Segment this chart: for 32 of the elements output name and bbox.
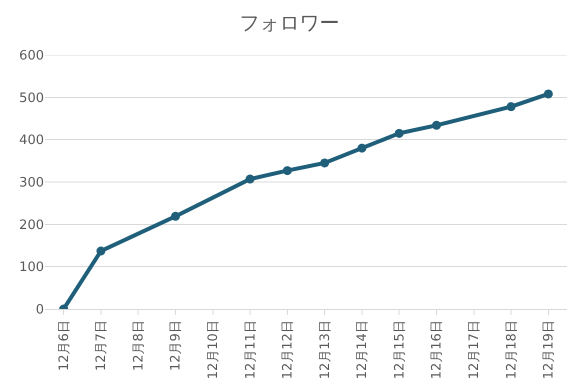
x-tick-label: 12月15日	[392, 320, 408, 380]
y-tick-label: 100	[19, 260, 44, 276]
y-tick-label: 200	[19, 218, 44, 233]
x-tick-label: 12月6日	[56, 320, 72, 372]
y-tick-label: 400	[19, 133, 44, 148]
y-tick-label: 600	[19, 48, 44, 64]
point	[171, 212, 180, 221]
x-tick-label: 12月19日	[542, 320, 557, 380]
point	[432, 120, 441, 130]
y-tick-label: 500	[19, 90, 44, 106]
x-tick-label: 12月9日	[168, 320, 184, 372]
x-tick-label: 12月11日	[243, 320, 258, 380]
x-tick-label: 12月13日	[318, 320, 333, 380]
x-tick-label: 12月8日	[131, 320, 146, 372]
x-tick-label: 12月18日	[504, 320, 520, 380]
x-tick-label: 12月16日	[430, 320, 445, 380]
point	[246, 174, 255, 184]
x-tick-label: 12月17日	[467, 320, 482, 380]
point	[394, 128, 404, 138]
point	[320, 158, 330, 168]
y-tick-label: 0	[36, 302, 44, 318]
x-tick-label: 12月7日	[94, 320, 110, 372]
point	[282, 166, 292, 176]
x-tick-label: 12月10日	[206, 320, 222, 380]
x-tick-label: 12月12日	[280, 320, 296, 380]
point	[544, 89, 553, 98]
x-tick-label: 12月14日	[355, 320, 370, 380]
point	[96, 246, 106, 256]
y-tick-label: 300	[19, 176, 44, 191]
chart-title: フォロワー	[240, 10, 340, 35]
point	[506, 102, 516, 112]
point	[357, 144, 366, 153]
